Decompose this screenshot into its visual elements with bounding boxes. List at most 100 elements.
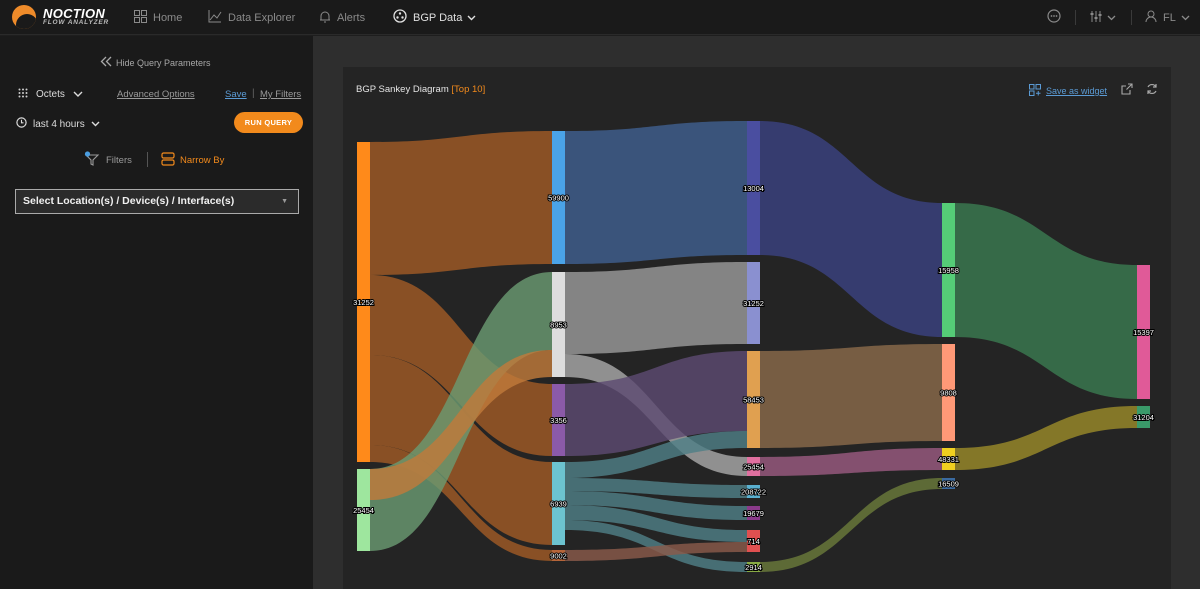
sankey-link-b4-c3[interactable] xyxy=(565,431,747,478)
sankey-node-label: 8953 xyxy=(550,321,567,330)
hide-query-parameters-button[interactable]: Hide Query Parameters xyxy=(100,56,211,70)
sankey-link-b5-c7[interactable] xyxy=(565,542,747,561)
user-menu[interactable]: FL xyxy=(1145,0,1190,35)
location-device-interface-select[interactable]: Select Location(s) / Device(s) / Interfa… xyxy=(15,189,299,214)
sankey-link-d3-e2[interactable] xyxy=(955,406,1137,470)
location-select-label: Select Location(s) / Device(s) / Interfa… xyxy=(23,195,235,207)
hide-query-parameters-label: Hide Query Parameters xyxy=(116,58,211,68)
sankey-link-b2-c2[interactable] xyxy=(565,262,747,354)
sankey-node-e2[interactable] xyxy=(1137,406,1150,428)
sankey-node-d1[interactable] xyxy=(942,203,955,337)
sankey-node-d4[interactable] xyxy=(942,478,955,489)
sankey-node-b1[interactable] xyxy=(552,131,565,264)
save-filters-link[interactable]: Save xyxy=(225,89,247,100)
sankey-node-label: 31252 xyxy=(743,299,764,308)
sankey-node-label: 59900 xyxy=(548,194,569,203)
run-query-button[interactable]: RUN QUERY xyxy=(234,112,303,133)
sankey-node-e1[interactable] xyxy=(1137,265,1150,399)
chevron-down-icon xyxy=(467,12,476,24)
narrow-by-tab-label: Narrow By xyxy=(180,154,225,166)
narrow-by-tab[interactable]: Narrow By xyxy=(161,150,224,170)
sankey-link-b3-c3[interactable] xyxy=(565,351,747,456)
nav-home[interactable]: Home xyxy=(134,0,182,35)
filters-tab[interactable]: Filters xyxy=(84,150,132,170)
caret-down-icon: ▼ xyxy=(281,198,288,205)
nav-alerts-label: Alerts xyxy=(337,11,366,24)
sankey-node-d3[interactable] xyxy=(942,448,955,470)
external-link-icon[interactable] xyxy=(1121,83,1133,98)
sankey-node-label: 25454 xyxy=(353,506,374,515)
filters-tab-label: Filters xyxy=(106,154,132,166)
sankey-node-c5[interactable] xyxy=(747,485,760,498)
sankey-node-label: 2914 xyxy=(745,563,762,572)
sankey-node-d2[interactable] xyxy=(942,344,955,441)
divider xyxy=(1075,10,1076,25)
sankey-link-b4-c7[interactable] xyxy=(565,505,747,542)
sankey-node-label: 6939 xyxy=(550,500,567,509)
sankey-link-a1-b5[interactable] xyxy=(370,445,552,561)
nav-data-explorer[interactable]: Data Explorer xyxy=(208,0,295,35)
chat-button[interactable] xyxy=(1047,0,1061,35)
nav-data-explorer-label: Data Explorer xyxy=(228,11,296,24)
sankey-node-b2[interactable] xyxy=(552,272,565,377)
sankey-node-c3[interactable] xyxy=(747,351,760,448)
nav-alerts[interactable]: Alerts xyxy=(319,0,365,35)
sankey-node-b3[interactable] xyxy=(552,384,565,456)
grid-icon xyxy=(134,9,147,26)
sankey-node-b5[interactable] xyxy=(552,550,565,561)
logo-title: NOCTION xyxy=(43,6,106,22)
chart-line-icon xyxy=(208,9,222,26)
sankey-node-a1[interactable] xyxy=(357,142,370,462)
sankey-links xyxy=(370,121,1137,572)
sankey-link-b4-c5[interactable] xyxy=(565,478,747,498)
sankey-link-b4-c6[interactable] xyxy=(565,491,747,520)
time-range-select[interactable]: last 4 hours xyxy=(16,117,100,131)
clock-icon xyxy=(16,117,27,131)
sankey-node-label: 15958 xyxy=(938,266,959,275)
sankey-node-label: 208722 xyxy=(741,488,766,497)
sankey-link-c8-d4[interactable] xyxy=(760,478,942,572)
sankey-link-b1-c1[interactable] xyxy=(565,121,747,264)
app-logo[interactable]: NOCTION FLOW ANALYZER xyxy=(12,5,109,29)
logo-subtitle: FLOW ANALYZER xyxy=(43,19,110,27)
sankey-node-c7[interactable] xyxy=(747,530,760,552)
metric-select[interactable]: Octets xyxy=(18,88,83,101)
sankey-node-a2[interactable] xyxy=(357,469,370,551)
divider: | xyxy=(252,88,255,99)
panel-title: BGP Sankey Diagram [Top 10] xyxy=(356,84,485,95)
sankey-link-d1-e1[interactable] xyxy=(955,203,1137,399)
user-initials: FL xyxy=(1163,11,1176,24)
sankey-node-label: 9002 xyxy=(550,552,567,561)
sankey-link-c3-d2[interactable] xyxy=(760,344,942,448)
nav-bgp-data[interactable]: BGP Data xyxy=(393,0,476,35)
sankey-node-label: 31204 xyxy=(1133,413,1154,422)
sankey-link-a2-b3[interactable] xyxy=(370,350,552,500)
nav-home-label: Home xyxy=(153,11,183,24)
panel-title-text: BGP Sankey Diagram xyxy=(356,84,449,95)
sankey-node-c6[interactable] xyxy=(747,506,760,520)
sankey-node-label: 15397 xyxy=(1133,328,1154,337)
sankey-link-c1-d1[interactable] xyxy=(760,121,942,337)
sankey-node-c1[interactable] xyxy=(747,121,760,255)
sankey-node-b4[interactable] xyxy=(552,462,565,545)
chevron-down-icon xyxy=(1181,12,1190,24)
sankey-node-label: 25454 xyxy=(743,463,764,472)
sankey-link-a1-b3[interactable] xyxy=(370,275,552,456)
user-icon xyxy=(1145,10,1157,26)
logo-mark-icon xyxy=(12,5,36,29)
save-as-widget-button[interactable]: Save as widget xyxy=(1029,84,1107,98)
settings-button[interactable] xyxy=(1089,0,1116,35)
advanced-options-link[interactable]: Advanced Options xyxy=(117,89,195,100)
sankey-nodes xyxy=(357,121,1150,572)
sliders-icon xyxy=(1089,10,1103,26)
sankey-node-label: 3356 xyxy=(550,416,567,425)
sankey-node-c4[interactable] xyxy=(747,457,760,476)
chevron-down-icon xyxy=(73,89,83,100)
sankey-link-c4-d3[interactable] xyxy=(760,448,942,476)
my-filters-link[interactable]: My Filters xyxy=(260,89,302,100)
sankey-node-c2[interactable] xyxy=(747,262,760,344)
sankey-node-c8[interactable] xyxy=(747,562,760,572)
refresh-icon[interactable] xyxy=(1146,83,1158,98)
sankey-link-a1-b1[interactable] xyxy=(370,131,552,275)
top-navigation-bar: NOCTION FLOW ANALYZER Home Data Explorer… xyxy=(0,0,1200,35)
